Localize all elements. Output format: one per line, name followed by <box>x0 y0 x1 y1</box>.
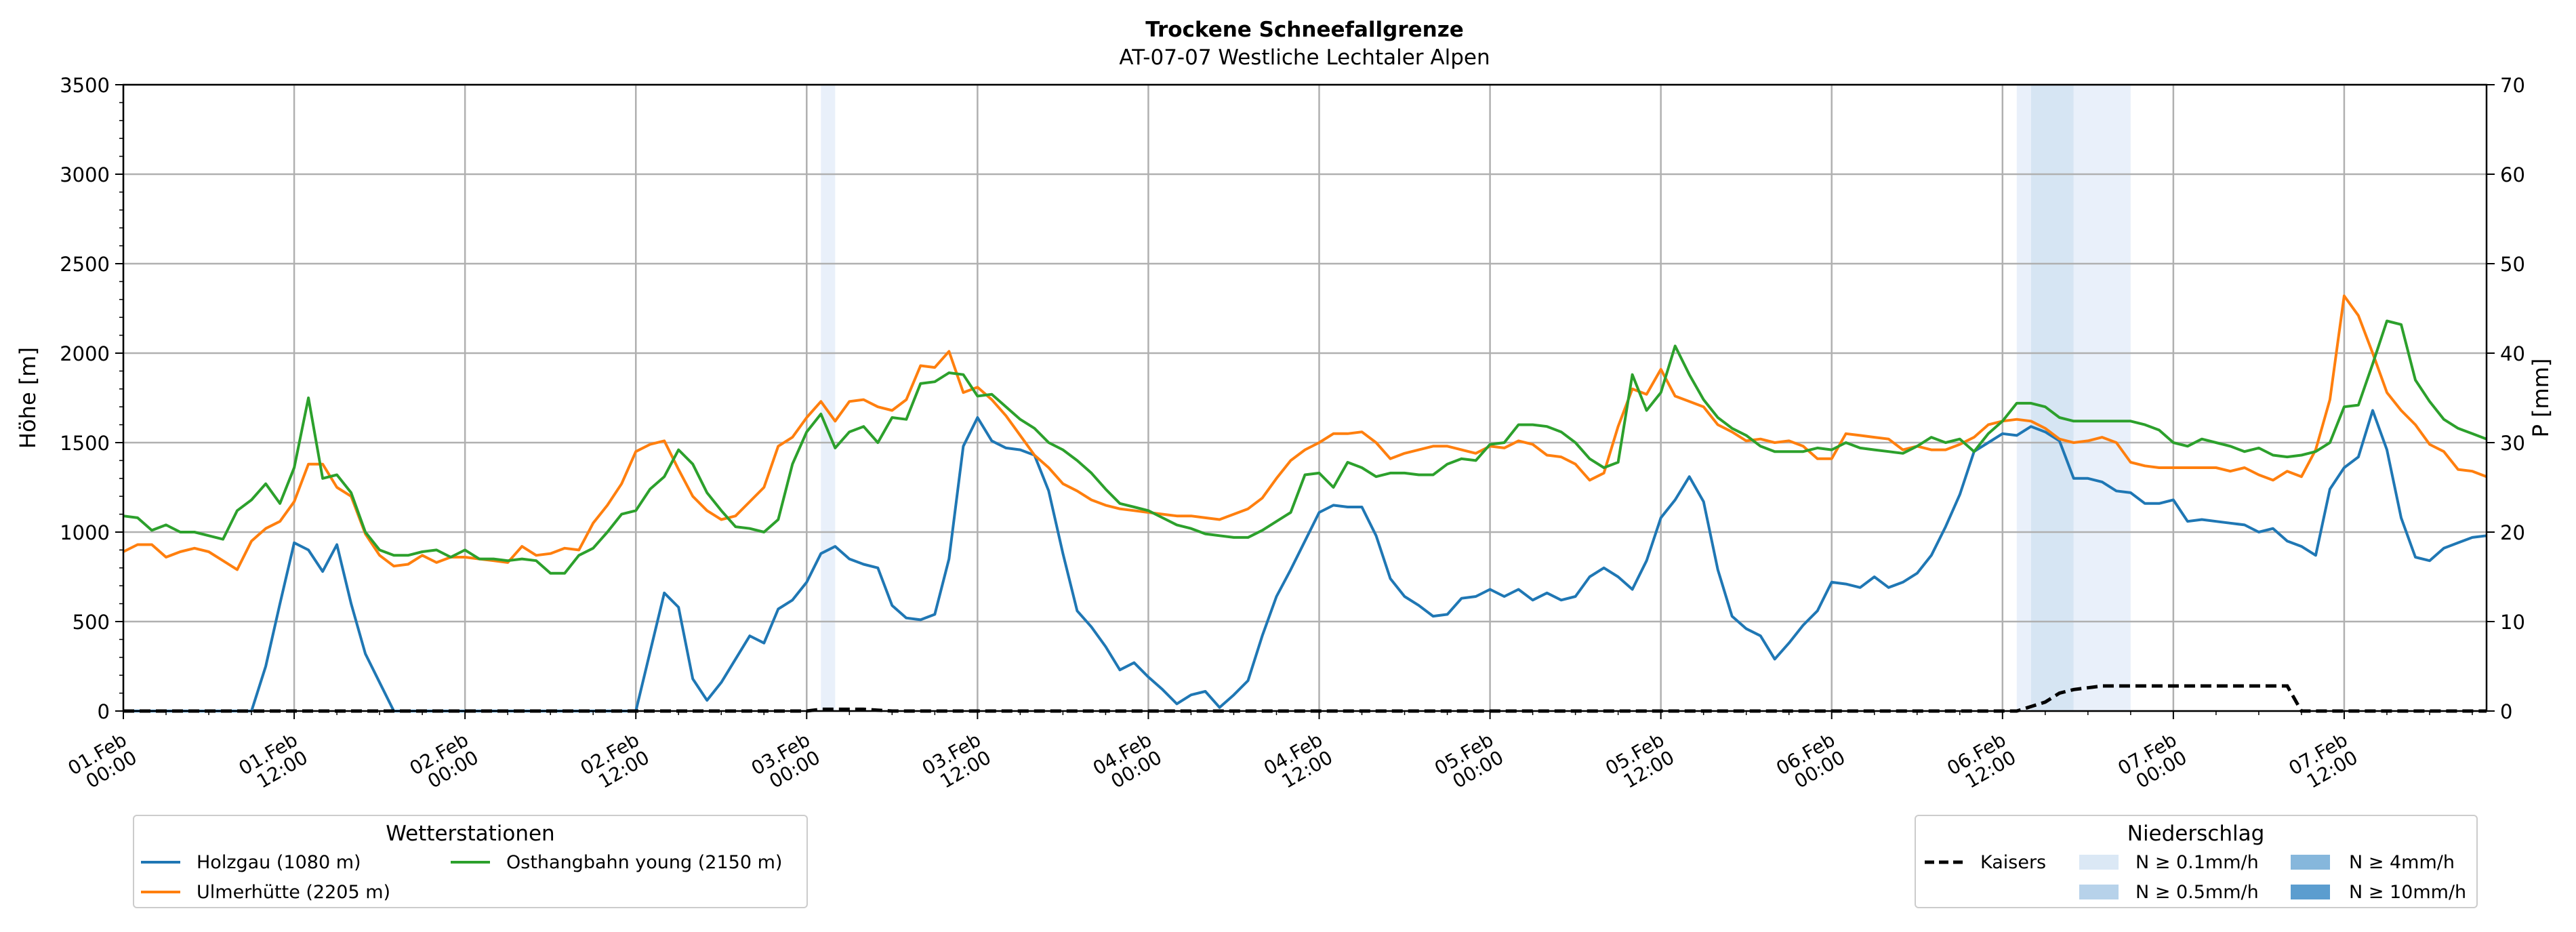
series-lines <box>123 294 2487 713</box>
legend-swatch-n05 <box>2079 885 2119 899</box>
precip-legend: Niederschlag Kaisers N ≥ 0.1mm/h N ≥ 0.5… <box>1915 815 2478 908</box>
y2-tick-label: 30 <box>2500 432 2525 455</box>
y-tick-label: 3500 <box>60 74 110 97</box>
y2-tick-label: 0 <box>2500 700 2512 723</box>
legend-swatch-n10 <box>2291 885 2330 899</box>
y-tick-label: 3000 <box>60 163 110 186</box>
precip-legend-title: Niederschlag <box>2127 822 2265 846</box>
series-line <box>123 409 2487 712</box>
precip-legend-box <box>1915 815 2478 908</box>
precipitation-bands <box>821 85 2131 711</box>
legend-label-n4: N ≥ 4mm/h <box>2349 852 2455 873</box>
legend-label-n05: N ≥ 0.5mm/h <box>2135 882 2259 903</box>
chart-title: Trockene Schneefallgrenze <box>1145 18 1464 42</box>
y2-tick-label: 50 <box>2500 253 2525 276</box>
series-line <box>123 319 2487 575</box>
y2-tick-label: 60 <box>2500 163 2525 186</box>
chart-subtitle: AT-07-07 Westliche Lechtaler Alpen <box>1119 45 1490 70</box>
y-axis-label: Höhe [m] <box>15 347 41 449</box>
stations-legend: Wetterstationen Holzgau (1080 m) Ulmerhü… <box>133 815 808 908</box>
precip-band <box>2073 85 2131 711</box>
legend-label-kaisers: Kaisers <box>1980 852 2046 873</box>
precip-line <box>123 684 2487 713</box>
y2-tick-label: 70 <box>2500 74 2525 97</box>
y2-tick-label: 10 <box>2500 611 2525 634</box>
y2-tick-label: 20 <box>2500 521 2525 544</box>
legend-swatch-n4 <box>2291 855 2330 870</box>
y2-axis-label: P [mm] <box>2528 359 2554 438</box>
y-tick-label: 0 <box>98 700 110 723</box>
y-tick-label: 500 <box>73 611 110 634</box>
legend-label-ulmerhuette: Ulmerhütte (2205 m) <box>197 882 390 903</box>
plot-frame <box>122 83 2488 712</box>
legend-label-n10: N ≥ 10mm/h <box>2349 882 2466 903</box>
legend-label-n01: N ≥ 0.1mm/h <box>2135 852 2259 873</box>
legend-label-osthangbahn: Osthangbahn young (2150 m) <box>506 852 782 873</box>
y-tick-label: 2500 <box>60 253 110 276</box>
y-tick-label: 2000 <box>60 342 110 365</box>
series-line <box>123 294 2487 571</box>
precip-band <box>2016 85 2031 711</box>
stations-legend-title: Wetterstationen <box>386 822 554 846</box>
y2-tick-label: 40 <box>2500 342 2525 365</box>
precip-band <box>2030 85 2074 711</box>
legend-label-holzgau: Holzgau (1080 m) <box>197 852 361 873</box>
precip-band <box>821 85 836 711</box>
y-tick-label: 1500 <box>60 432 110 455</box>
legend-swatch-n01 <box>2079 855 2119 870</box>
y-tick-label: 1000 <box>60 521 110 544</box>
